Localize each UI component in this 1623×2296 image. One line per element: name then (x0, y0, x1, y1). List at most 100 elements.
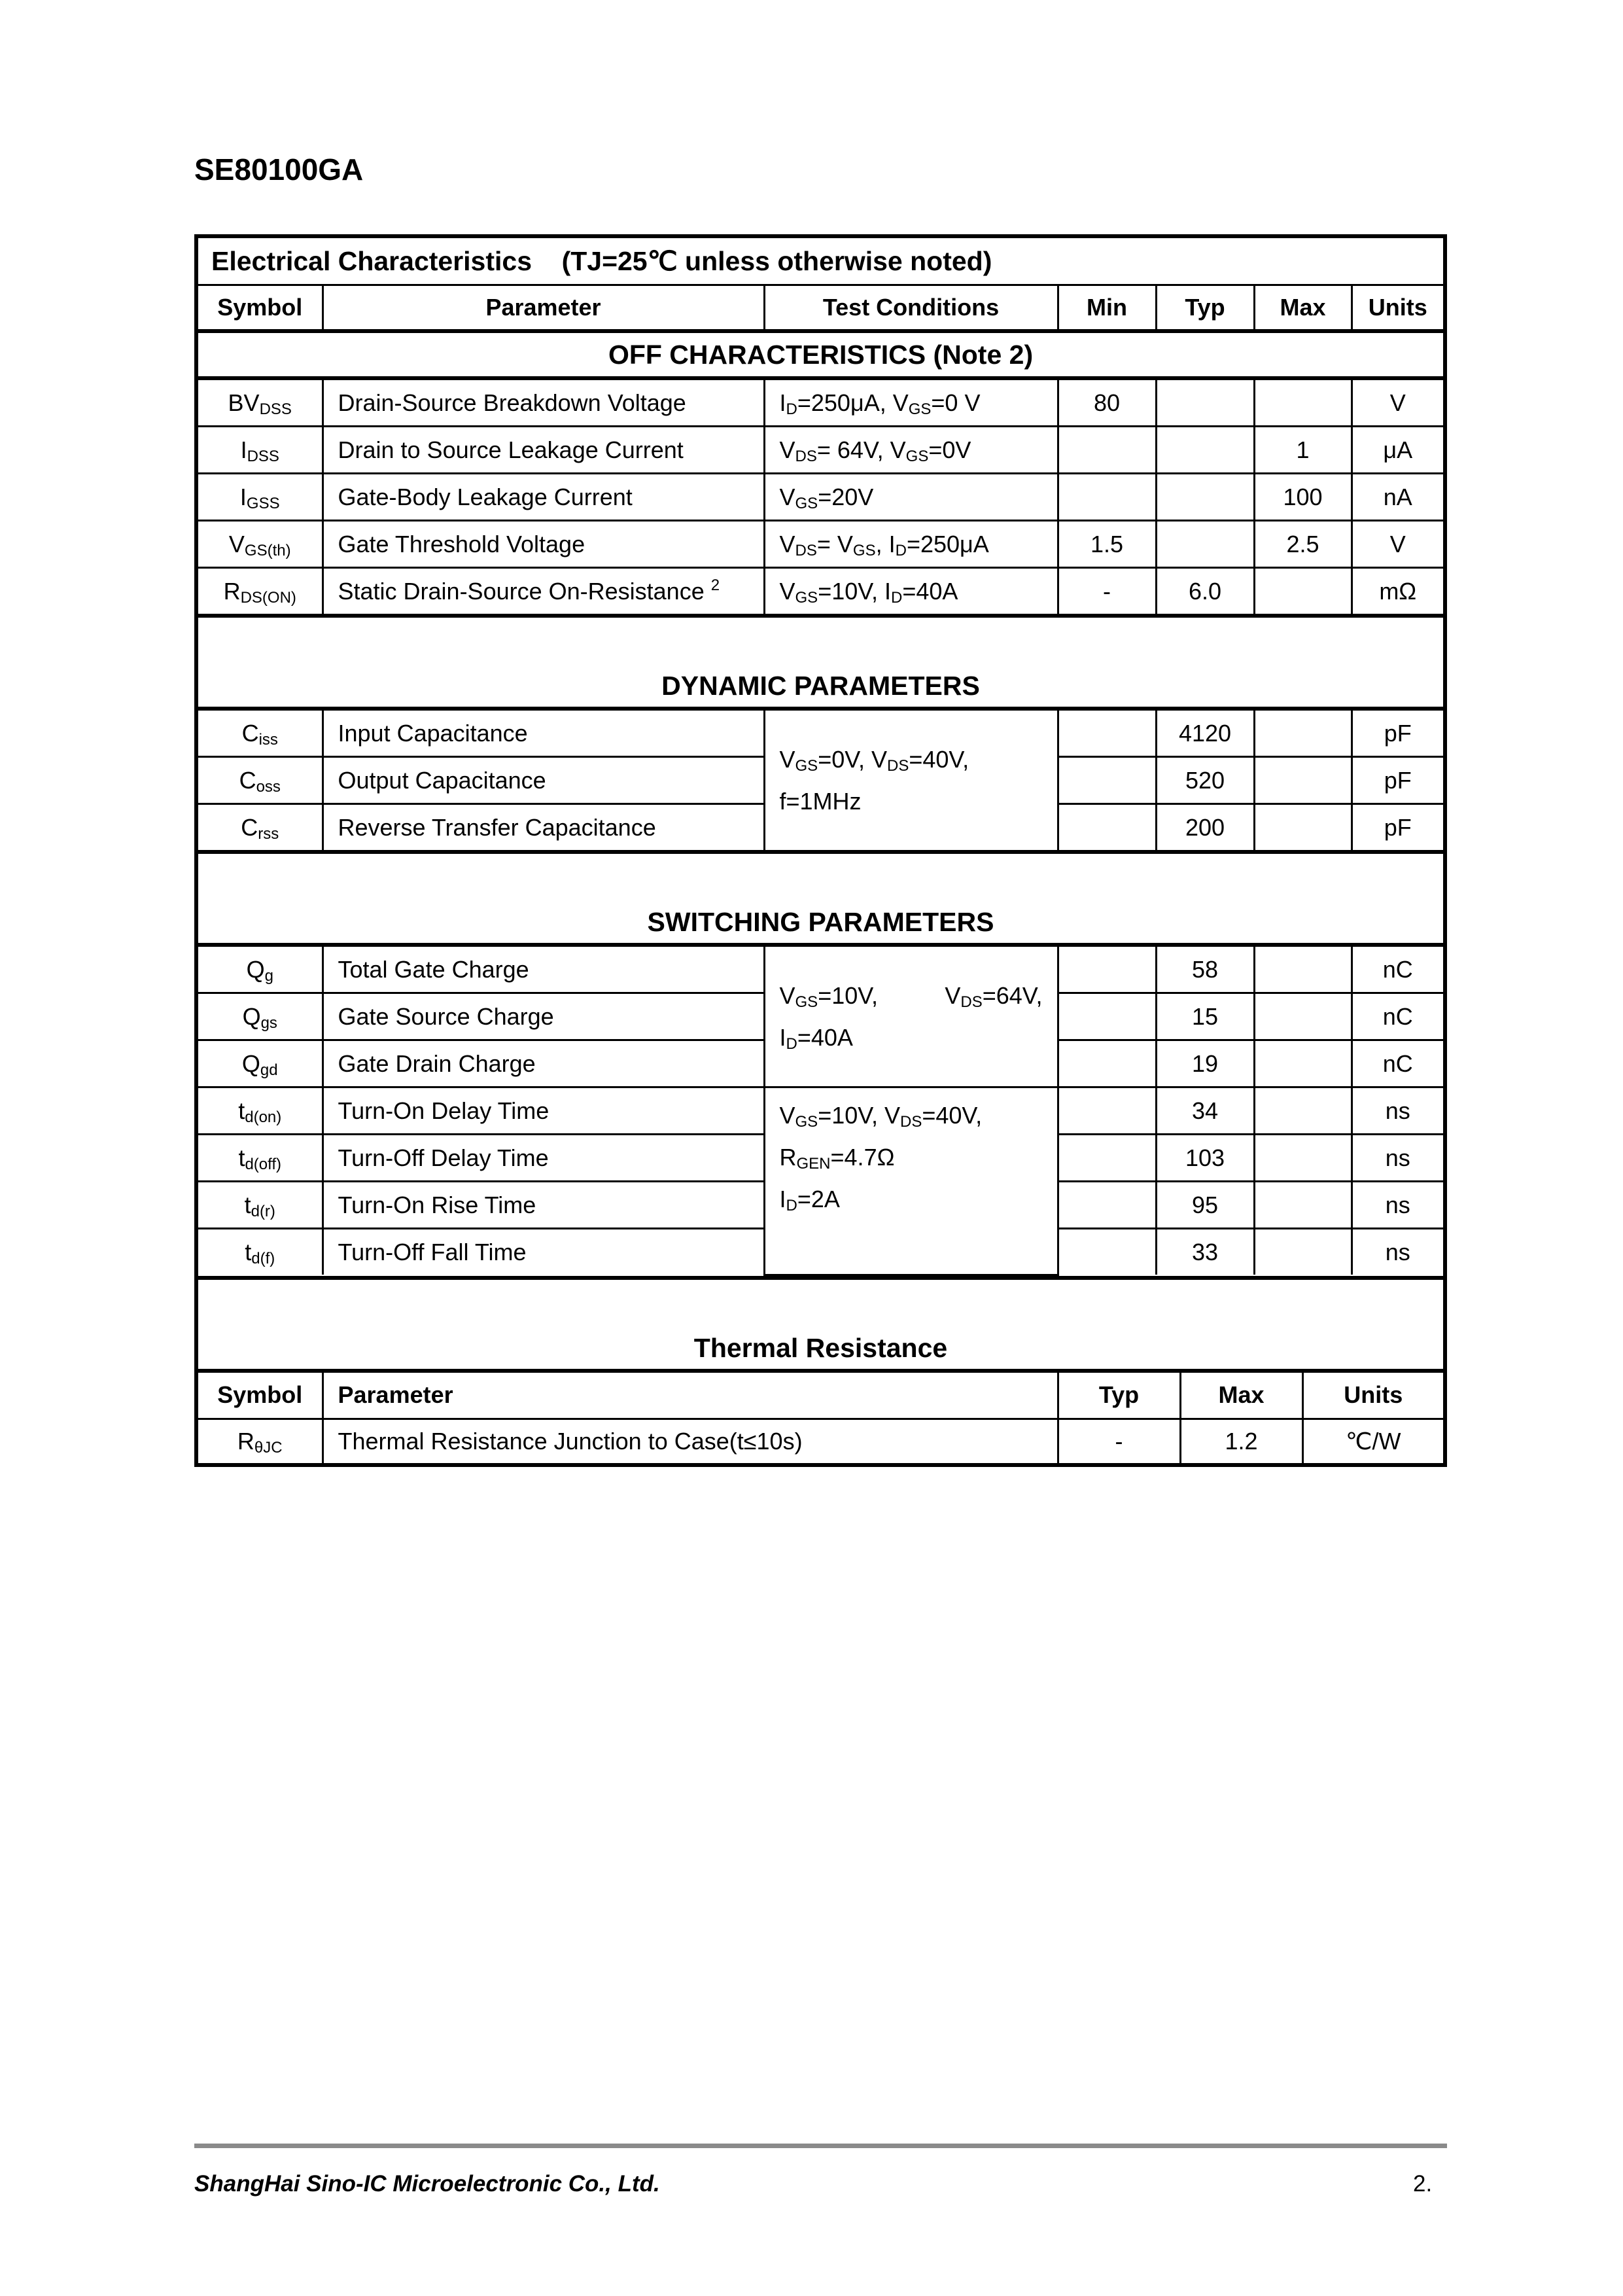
typ-cell: 33 (1155, 1227, 1255, 1275)
test-conditions-cell: VGS=20V (763, 472, 1059, 521)
thermal-table: Thermal Resistance Symbol Parameter Typ Max… (198, 1275, 1443, 1463)
thermal-header-typ: Typ (1056, 1369, 1181, 1420)
test-condition-line: VGS=0V, VDS=40V, (779, 745, 969, 775)
parameter-cell: Gate Source Charge (321, 992, 765, 1041)
min-cell (1056, 992, 1157, 1041)
typ-cell: 4120 (1155, 707, 1255, 758)
symbol-cell: td(on) (198, 1086, 324, 1135)
thermal-header-units: Units (1301, 1369, 1443, 1420)
table-row: IGSS Gate-Body Leakage Current VGS=20V 100 n… (198, 472, 1444, 521)
test-conditions-cell: VGS=10V, VDS=64V, ID=40A (763, 944, 1059, 1088)
table-row: Qgd Gate Drain Charge 19 nC (198, 1039, 1444, 1088)
units-cell: nC (1350, 992, 1444, 1041)
typ-cell: 95 (1155, 1180, 1255, 1229)
thermal-row: RθJC Thermal Resistance Junction to Case(… (198, 1417, 1443, 1463)
min-cell (1056, 472, 1157, 521)
min-cell (1056, 944, 1157, 994)
min-cell (1056, 1133, 1157, 1182)
test-condition-line: VGS=10V, ID=40A (779, 577, 958, 607)
table-row: td(f) Turn-Off Fall Time 33 ns (198, 1227, 1444, 1275)
max-cell: 1.2 (1179, 1417, 1304, 1463)
units-cell: ℃/W (1301, 1417, 1443, 1463)
table-row: IDSS Drain to Source Leakage Current VDS= … (198, 425, 1444, 474)
min-cell (1056, 1227, 1157, 1275)
main-table: Electrical Characteristics (TJ=25℃ unles… (198, 238, 1444, 1276)
table-row: td(r) Turn-On Rise Time 95 ns (198, 1180, 1444, 1229)
max-cell (1253, 1133, 1353, 1182)
electrical-characteristics-table: Electrical Characteristics (TJ=25℃ unles… (194, 234, 1447, 1467)
min-cell (1056, 707, 1157, 758)
typ-cell (1155, 472, 1255, 521)
typ-cell: 15 (1155, 992, 1255, 1041)
min-cell: - (1056, 567, 1157, 617)
symbol-cell: Qgd (198, 1039, 324, 1088)
min-cell: 1.5 (1056, 520, 1157, 569)
section-header-row: DYNAMIC PARAMETERS (198, 614, 1444, 711)
page-number: 2. (1413, 2171, 1433, 2197)
typ-cell (1155, 520, 1255, 569)
units-cell: nC (1350, 944, 1444, 994)
test-condition-line: RGEN=4.7Ω (779, 1144, 895, 1173)
max-cell (1253, 1086, 1353, 1135)
section-title-thermal: Thermal Resistance (198, 1275, 1443, 1373)
table-row: Qg Total Gate Charge VGS=10V, VDS=64V, ID=4… (198, 944, 1444, 1088)
symbol-cell: IDSS (198, 425, 324, 474)
column-header-min: Min (1056, 284, 1157, 333)
typ-cell: 34 (1155, 1086, 1255, 1135)
symbol-cell: VGS(th) (198, 520, 324, 569)
column-header-max: Max (1253, 284, 1353, 333)
test-conditions-cell: VDS= VGS, ID=250μA (763, 520, 1059, 569)
symbol-cell: td(r) (198, 1180, 324, 1229)
parameter-cell: Turn-On Rise Time (321, 1180, 765, 1229)
section-title: DYNAMIC PARAMETERS (198, 614, 1444, 711)
thermal-header-parameter: Parameter (321, 1369, 1059, 1420)
symbol-cell: BVDSS (198, 377, 324, 427)
symbol-cell: Coss (198, 756, 324, 805)
max-cell: 100 (1253, 472, 1353, 521)
symbol-cell: Crss (198, 803, 324, 853)
document-title: SE80100GA (194, 152, 364, 186)
max-cell (1253, 944, 1353, 994)
footer-company: ShangHai Sino-IC Microelectronic Co., Lt… (194, 2171, 660, 2197)
symbol-cell: td(off) (198, 1133, 324, 1182)
parameter-cell: Turn-Off Delay Time (321, 1133, 765, 1182)
parameter-cell: Output Capacitance (321, 756, 765, 805)
max-cell (1253, 1039, 1353, 1088)
table-row: BVDSS Drain-Source Breakdown Voltage ID=25… (198, 377, 1444, 427)
test-condition-line: VDS= VGS, ID=250μA (779, 530, 989, 559)
min-cell (1056, 1039, 1157, 1088)
min-cell (1056, 756, 1157, 805)
parameter-cell: Thermal Resistance Junction to Case(t≤10… (321, 1417, 1059, 1463)
max-cell (1253, 1227, 1353, 1275)
parameter-cell: Drain to Source Leakage Current (321, 425, 765, 474)
min-cell (1056, 1180, 1157, 1229)
column-header-symbol: Symbol (198, 284, 324, 333)
typ-cell: 103 (1155, 1133, 1255, 1182)
test-condition-line: ID=40A (779, 1023, 853, 1053)
test-conditions-cell: VGS=0V, VDS=40V, f=1MHz (763, 707, 1059, 853)
test-condition-line: VDS= 64V, VGS=0V (779, 436, 971, 465)
typ-cell: 58 (1155, 944, 1255, 994)
typ-cell: 6.0 (1155, 567, 1255, 617)
table-row: Coss Output Capacitance 520 pF (198, 756, 1444, 805)
min-cell: 80 (1056, 377, 1157, 427)
max-cell (1253, 992, 1353, 1041)
parameter-cell: Turn-On Delay Time (321, 1086, 765, 1135)
symbol-cell: Ciss (198, 707, 324, 758)
max-cell: 2.5 (1253, 520, 1353, 569)
test-condition-line: ID=250μA, VGS=0 V (779, 389, 981, 418)
parameter-cell: Turn-Off Fall Time (321, 1227, 765, 1275)
test-condition-line: VGS=10V, VDS=64V, (779, 981, 1043, 1011)
units-cell: ns (1350, 1133, 1444, 1182)
min-cell (1056, 425, 1157, 474)
table-row: Crss Reverse Transfer Capacitance 200 pF (198, 803, 1444, 853)
max-cell: 1 (1253, 425, 1353, 474)
units-cell: pF (1350, 756, 1444, 805)
typ-cell: 200 (1155, 803, 1255, 853)
test-conditions-cell: VGS=10V, ID=40A (763, 567, 1059, 617)
table-row: Qgs Gate Source Charge 15 nC (198, 992, 1444, 1041)
symbol-cell: Qgs (198, 992, 324, 1041)
table-row: Ciss Input Capacitance VGS=0V, VDS=40V, f=1… (198, 707, 1444, 853)
typ-cell: - (1056, 1417, 1181, 1463)
parameter-cell: Gate Drain Charge (321, 1039, 765, 1088)
